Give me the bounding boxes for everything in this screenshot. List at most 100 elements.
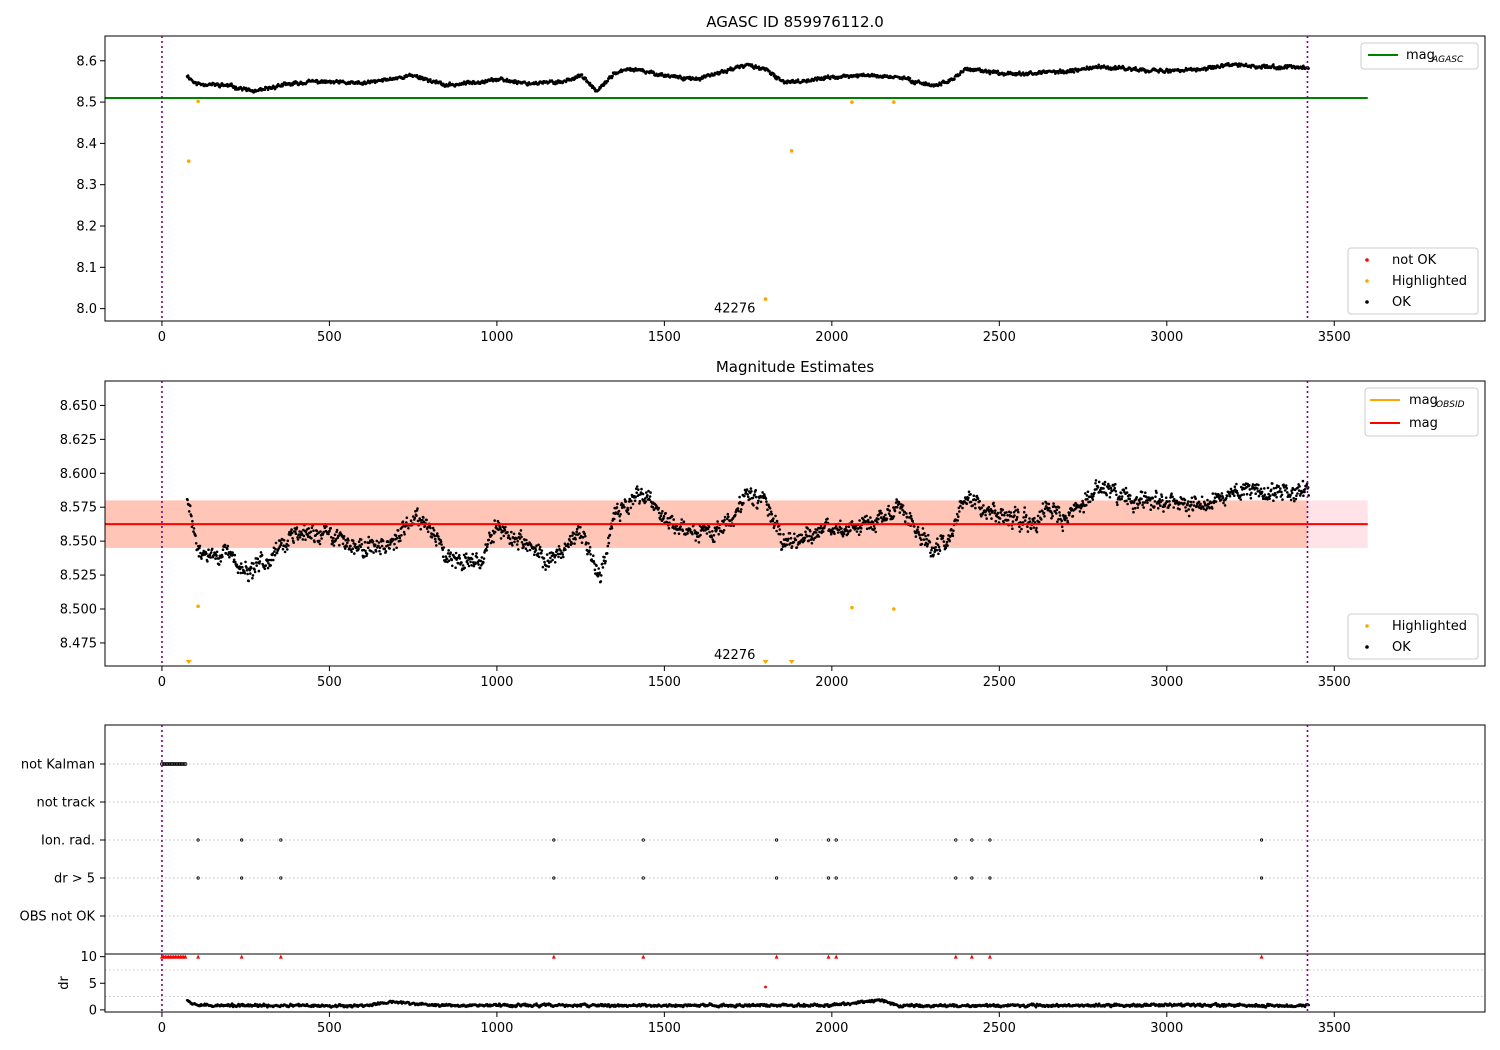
magest-ok-point (936, 537, 939, 540)
magest-ok-point (1125, 499, 1128, 503)
magest-ok-point (269, 564, 273, 567)
magest-ok-point (849, 529, 852, 532)
magest-ok-point (1060, 525, 1064, 528)
magest-ok-point (328, 529, 331, 533)
magest-ok-point (1280, 493, 1284, 497)
magest-ok-point (705, 532, 709, 535)
magest-ok-point (836, 531, 840, 534)
magest-ok-point (1223, 504, 1227, 507)
magest-ok-point (396, 529, 400, 532)
magest-ok-point (909, 514, 913, 518)
magest-ok-point (568, 534, 572, 538)
magest-ok-point (805, 534, 809, 538)
magest-ok-point (493, 530, 497, 534)
magest-ok-point (1154, 495, 1157, 499)
magest-ok-point (510, 530, 513, 534)
magest-ok-point (441, 555, 445, 558)
magest-ok-point (913, 525, 916, 528)
agasc-ok-point (805, 80, 808, 84)
agasc-ok-point (541, 82, 545, 85)
magest-ok-point (1022, 516, 1025, 519)
magest-ok-point (1221, 496, 1225, 500)
magest-ok-point (332, 544, 336, 547)
magest-ok-point (320, 537, 323, 540)
magest-ok-point (1125, 491, 1129, 494)
agasc-ok-point (796, 78, 800, 81)
magest-ok-point (1190, 503, 1193, 507)
legend-ok-swatch (1365, 300, 1369, 304)
magest-ok-point (467, 564, 471, 568)
magest-ok-point (670, 514, 674, 518)
magest-ok-point (1022, 510, 1026, 514)
magest-ok-point (456, 562, 460, 565)
magest-ok-point (756, 507, 759, 510)
magest-ok-point (765, 500, 768, 503)
magest-ok-point (1129, 494, 1132, 497)
magest-ok-point (1036, 514, 1040, 518)
magest-ok-point (439, 540, 443, 544)
magest-ok-point (1108, 496, 1112, 499)
magest-ok-point (426, 530, 430, 533)
agasc-ok-point (602, 84, 606, 87)
magest-ok-point (616, 502, 619, 506)
magest-ok-point (409, 519, 413, 522)
magest-ok-point (215, 554, 218, 557)
magest-ok-point (567, 545, 570, 549)
magest-ok-point (1119, 491, 1123, 495)
magest-ok-point (1015, 515, 1019, 519)
magest-ok-point (205, 552, 208, 555)
magest-ok-point (926, 533, 930, 537)
magest-ok-point (1153, 505, 1156, 508)
magest-ok-point (671, 524, 675, 528)
magest-ok-point (775, 529, 778, 533)
magest-ok-point (283, 550, 287, 554)
magest-ok-point (1187, 508, 1190, 511)
magest-ok-point (363, 540, 367, 544)
magest-ok-point (1058, 514, 1062, 517)
magest-ok-point (1280, 490, 1283, 494)
magest-ok-point (537, 543, 540, 547)
agasc-ytick-label: 8.5 (76, 96, 97, 111)
magest-ok-point (722, 529, 726, 532)
agasc-xtick-label: 2500 (983, 330, 1016, 345)
magest-ok-point (1055, 512, 1058, 515)
magest-ok-point (1161, 499, 1164, 502)
legend-mag-obsid-sub: OBSID (1436, 400, 1465, 410)
magest-ok-point (839, 519, 842, 523)
magest-ok-point (592, 554, 595, 557)
magest-ok-point (503, 528, 507, 532)
agasc-ok-point (356, 82, 359, 85)
magest-ok-point (817, 535, 821, 538)
magest-ok-point (1141, 503, 1144, 507)
magest-ok-point (956, 519, 959, 522)
magest-ok-point (588, 549, 591, 552)
magest-ok-point (1006, 518, 1010, 522)
magest-ok-point (217, 563, 221, 566)
magest-highlighted-point (196, 604, 200, 609)
magest-ok-point (608, 533, 612, 537)
magest-ok-point (1295, 494, 1298, 498)
magest-ok-point (766, 508, 769, 512)
magest-ok-point (520, 535, 523, 539)
magest-ok-point (579, 525, 582, 529)
magest-ok-point (1015, 518, 1018, 521)
magest-ok-point (694, 539, 697, 542)
magest-ok-point (1260, 490, 1264, 494)
magest-ok-point (506, 530, 509, 534)
magest-ok-point (1041, 502, 1045, 505)
magest-ok-point (710, 535, 713, 539)
magest-ok-point (1057, 506, 1061, 509)
magest-ok-point (504, 525, 507, 529)
magest-ok-point (543, 560, 546, 564)
magest-ok-point (1242, 493, 1246, 496)
magest-ok-point (946, 544, 949, 547)
agasc-ok-point (939, 83, 943, 87)
magest-ok-point (465, 552, 468, 555)
magest-ok-point (318, 542, 322, 546)
legend-highlighted-swatch (1365, 279, 1369, 283)
magest-ok-point (256, 557, 260, 561)
flag-row-label: not Kalman (21, 758, 95, 773)
agasc-obsid-annotation: 42276 (714, 302, 755, 317)
magest-ok-point (263, 567, 267, 571)
magest-ok-point (219, 560, 223, 563)
